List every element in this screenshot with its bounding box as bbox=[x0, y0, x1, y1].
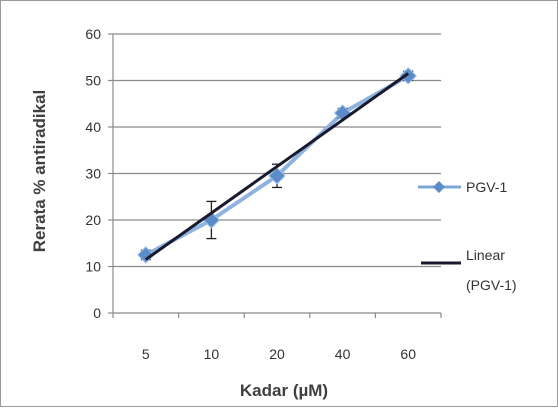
legend-series-marker bbox=[433, 181, 445, 193]
y-tick-label-10: 10 bbox=[85, 259, 101, 275]
axes bbox=[108, 33, 442, 318]
y-axis-title: Rerata % antiradikal bbox=[30, 90, 49, 253]
x-axis-title: Kadar (µM) bbox=[240, 381, 328, 400]
legend-item-series: PGV-1 bbox=[418, 179, 507, 195]
x-tick-label-20: 20 bbox=[269, 346, 285, 362]
y-tick-label-30: 30 bbox=[85, 166, 101, 182]
y-tick-label-0: 0 bbox=[93, 305, 101, 321]
trendline-layer bbox=[144, 72, 410, 261]
legend-trendline-label-line-2: (PGV-1) bbox=[466, 277, 517, 293]
legend: PGV-1 Linear (PGV-1) bbox=[418, 179, 517, 293]
data-point-20 bbox=[268, 167, 286, 185]
trendline bbox=[144, 72, 410, 261]
data-point-60 bbox=[399, 67, 417, 85]
x-tick-label-10: 10 bbox=[204, 346, 220, 362]
legend-item-trendline: Linear (PGV-1) bbox=[421, 247, 517, 293]
x-tick-labels: 5 10 20 40 60 bbox=[142, 346, 416, 362]
y-tick-label-60: 60 bbox=[85, 26, 101, 42]
legend-series-label: PGV-1 bbox=[466, 179, 507, 195]
data-point-5 bbox=[137, 246, 155, 264]
y-tick-label-50: 50 bbox=[85, 73, 101, 89]
x-tick-label-60: 60 bbox=[400, 346, 416, 362]
legend-trendline-label-line-1: Linear bbox=[466, 247, 505, 263]
gridlines bbox=[113, 33, 441, 268]
y-tick-label-20: 20 bbox=[85, 212, 101, 228]
x-tick-label-40: 40 bbox=[335, 346, 351, 362]
x-tick-label-5: 5 bbox=[142, 346, 150, 362]
y-tick-label-40: 40 bbox=[85, 119, 101, 135]
y-tick-labels: 0 10 20 30 40 50 60 bbox=[85, 26, 101, 321]
